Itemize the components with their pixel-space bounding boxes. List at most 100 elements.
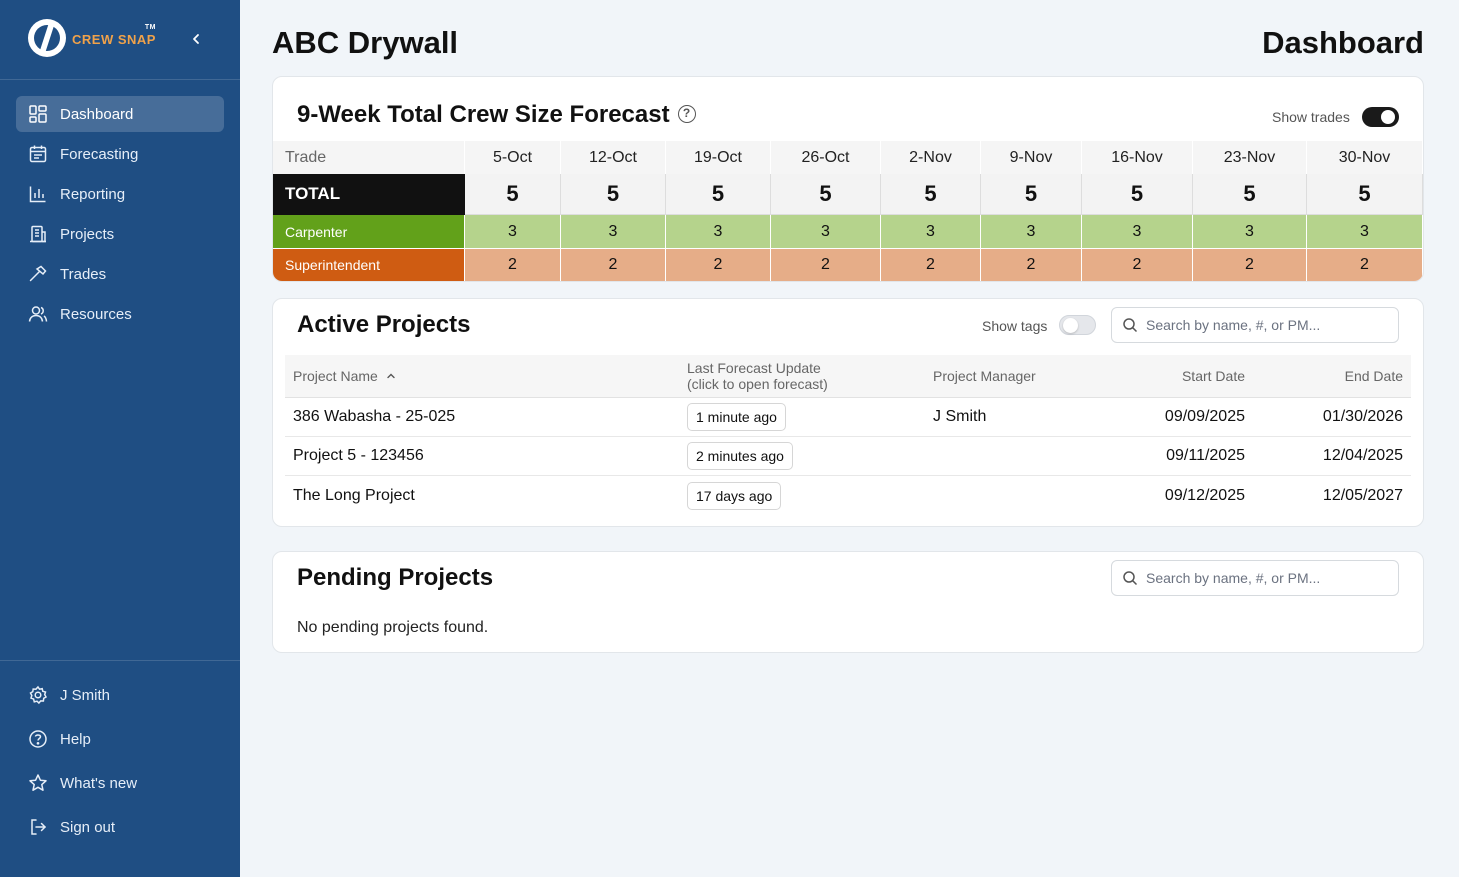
sidebar-item-label: What's new — [60, 774, 138, 792]
trade-label: Carpenter — [273, 215, 465, 248]
end-date-column-header[interactable]: End Date — [1344, 368, 1403, 384]
crew-snap-logo[interactable]: CREW SNAP TM — [28, 19, 156, 57]
chevron-left-icon — [193, 34, 199, 44]
sidebar-item-sign-out[interactable]: Sign out — [16, 807, 224, 847]
sidebar-item-label: Sign out — [60, 818, 116, 836]
open-forecast-button[interactable]: 2 minutes ago — [687, 442, 793, 470]
sidebar-item-user-settings[interactable]: J Smith — [16, 675, 224, 715]
collapse-sidebar-button[interactable] — [186, 28, 206, 50]
users-icon — [28, 306, 48, 322]
sidebar-item-resources[interactable]: Resources — [16, 296, 224, 332]
sidebar-item-projects[interactable]: Projects — [16, 216, 224, 252]
total-cell: 5 — [1082, 174, 1193, 215]
active-projects-card: Active Projects Show tags Project Name L… — [272, 298, 1424, 527]
sidebar-item-label: Dashboard — [60, 105, 134, 123]
open-forecast-button[interactable]: 17 days ago — [687, 481, 782, 510]
logo-wordmark: CREW SNAP — [72, 31, 156, 47]
forecast-header-row: Trade 5-Oct 12-Oct 19-Oct 26-Oct 2-Nov 9-Nov 1… — [273, 141, 1423, 174]
sign-out-icon — [31, 819, 47, 835]
sidebar-item-label: Resources — [60, 305, 132, 323]
forecast-card: 9-Week Total Crew Size Forecast? Show tr… — [272, 76, 1424, 282]
trade-label: Superintendent — [273, 248, 465, 281]
table-row[interactable]: Project 5 - 123456 2 minutes ago 09/11/2… — [285, 437, 1411, 476]
logo-mark — [28, 19, 66, 57]
sidebar-item-reporting[interactable]: Reporting — [16, 176, 224, 212]
show-trades-toggle[interactable] — [1362, 107, 1399, 127]
sidebar-item-label: J Smith — [60, 686, 111, 704]
sidebar-item-forecasting[interactable]: Forecasting — [16, 136, 224, 172]
building-icon — [30, 225, 46, 243]
table-row[interactable]: The Long Project 17 days ago 09/12/2025 … — [285, 476, 1411, 515]
start-date: 09/11/2025 — [1166, 447, 1245, 464]
sidebar-item-label: Forecasting — [60, 145, 139, 163]
project-name-column-header[interactable]: Project Name — [285, 368, 679, 384]
column-header-label: Last Forecast Update — [687, 360, 821, 376]
trade-cell: 2 — [771, 248, 881, 281]
trade-cell: 3 — [666, 215, 771, 248]
end-date: 01/30/2026 — [1322, 408, 1403, 425]
end-date: 12/05/2027 — [1322, 486, 1403, 504]
question-icon[interactable]: ? — [677, 104, 696, 123]
total-cell: 5 — [465, 174, 561, 215]
total-label: TOTAL — [273, 174, 465, 215]
sidebar-item-dashboard[interactable]: Dashboard — [16, 96, 224, 132]
column-header-sublabel: (click to open forecast) — [687, 376, 828, 392]
project-name[interactable]: Project 5 - 123456 — [293, 447, 424, 464]
table-row[interactable]: 386 Wabasha - 25-025 1 minute ago J Smit… — [285, 398, 1411, 437]
end-date: 12/04/2025 — [1322, 447, 1403, 464]
active-projects-search-input[interactable] — [1146, 317, 1386, 333]
sidebar-item-label: Help — [60, 730, 91, 748]
trade-cell: 2 — [666, 248, 771, 281]
project-manager: J Smith — [933, 408, 987, 425]
start-date-column-header[interactable]: Start Date — [1181, 368, 1245, 384]
search-icon — [1123, 318, 1138, 333]
open-forecast-button[interactable]: 1 minute ago — [687, 403, 786, 431]
forecast-title-text: 9-Week Total Crew Size Forecast — [297, 101, 670, 128]
toggle-knob — [1063, 318, 1078, 333]
trade-cell: 2 — [881, 248, 981, 281]
column-header-label: Project Name — [293, 368, 378, 384]
sidebar: CREW SNAP TM Dashboard Forecasting Repor… — [0, 0, 240, 877]
star-icon — [29, 774, 47, 791]
forecast-title: 9-Week Total Crew Size Forecast? — [297, 101, 696, 129]
sidebar-header: CREW SNAP TM — [0, 0, 240, 80]
sidebar-footer: J Smith Help What's new Sign out — [0, 660, 240, 851]
trade-cell: 3 — [561, 215, 666, 248]
trade-cell: 2 — [465, 248, 561, 281]
trade-cell: 3 — [465, 215, 561, 248]
active-projects-search — [1111, 307, 1399, 343]
week-column-header: 9-Nov — [981, 141, 1082, 174]
sidebar-item-label: Trades — [60, 265, 107, 283]
week-column-header: 30-Nov — [1307, 141, 1423, 174]
total-cell: 5 — [666, 174, 771, 215]
sidebar-item-help[interactable]: Help — [16, 719, 224, 759]
total-cell: 5 — [1193, 174, 1307, 215]
help-icon — [29, 730, 47, 748]
show-tags-label: Show tags — [982, 318, 1048, 334]
week-column-header: 12-Oct — [561, 141, 666, 174]
project-name[interactable]: The Long Project — [293, 486, 415, 504]
show-tags-toggle[interactable] — [1059, 315, 1096, 335]
last-update-cell: 1 minute ago — [679, 403, 925, 431]
sidebar-item-whats-new[interactable]: What's new — [16, 763, 224, 803]
logo-text: CREW SNAP TM — [72, 24, 156, 47]
project-manager-column-header[interactable]: Project Manager — [933, 368, 1036, 384]
trade-cell: 3 — [1082, 215, 1193, 248]
sort-ascending-icon — [387, 373, 395, 379]
last-update-column-header[interactable]: Last Forecast Update (click to open fore… — [679, 360, 925, 392]
sidebar-item-trades[interactable]: Trades — [16, 256, 224, 292]
total-cell: 5 — [1307, 174, 1423, 215]
gear-icon — [29, 685, 48, 705]
week-column-header: 19-Oct — [666, 141, 771, 174]
trade-cell: 2 — [1307, 248, 1423, 281]
show-trades-label: Show trades — [1272, 109, 1350, 125]
pending-projects-title: Pending Projects — [297, 564, 494, 591]
company-name: ABC Drywall — [272, 25, 459, 60]
sidebar-item-label: Projects — [60, 225, 115, 243]
project-name[interactable]: 386 Wabasha - 25-025 — [293, 408, 456, 425]
trade-cell: 3 — [771, 215, 881, 248]
active-projects-table: Project Name Last Forecast Update (click… — [285, 355, 1411, 515]
pending-projects-search-input[interactable] — [1146, 570, 1386, 586]
week-column-header: 2-Nov — [881, 141, 981, 174]
